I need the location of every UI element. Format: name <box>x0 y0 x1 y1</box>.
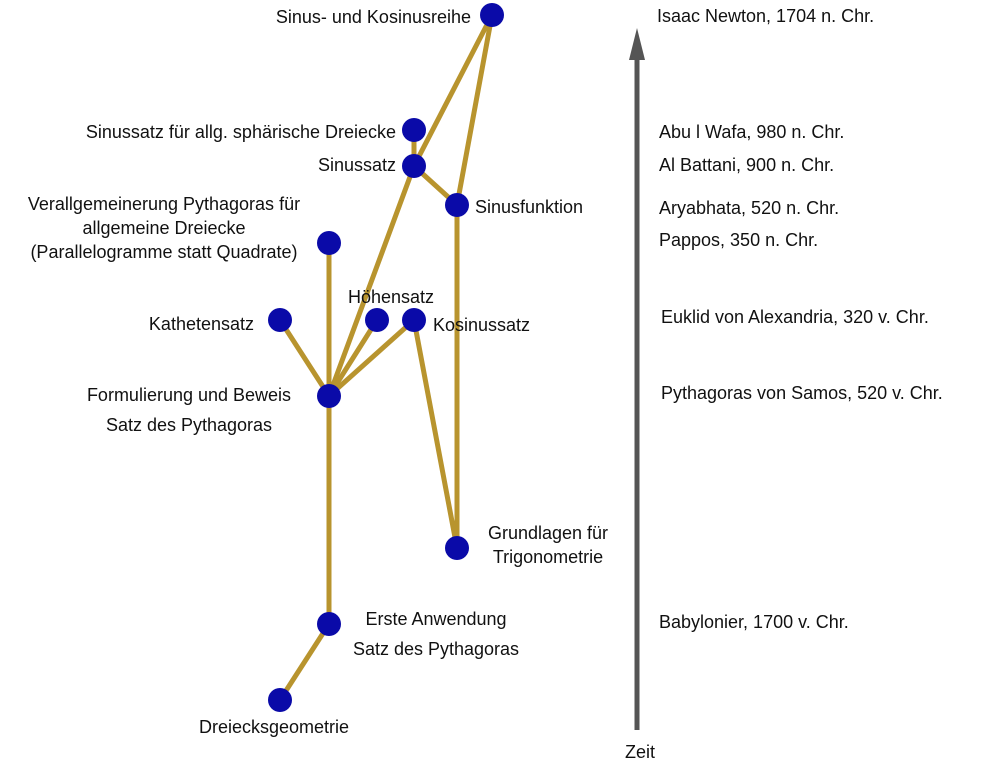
label-erste-anwendung-line2: Satz des Pythagoras <box>353 639 519 659</box>
edge-dreiecksgeometrie-erste-anwendung <box>277 621 332 703</box>
label-formulierung-line2: Satz des Pythagoras <box>106 415 272 435</box>
edge-sinusfunktion-reihe <box>454 12 495 208</box>
timeline-entry-pythagoras: Pythagoras von Samos, 520 v. Chr. <box>661 383 943 403</box>
edges <box>277 12 495 703</box>
edge-sinussatz-reihe <box>411 12 495 169</box>
edge-kosinussatz-grundlagen <box>411 317 460 551</box>
node-verallgemeinerung <box>317 231 341 255</box>
label-grundlagen-line2: Trigonometrie <box>493 547 603 567</box>
nodes <box>268 3 504 712</box>
label-sinussatz: Sinussatz <box>318 155 396 175</box>
label-sinussatz-sph: Sinussatz für allg. sphärische Dreiecke <box>86 122 396 142</box>
label-verallgemeinerung-line2: allgemeine Dreiecke <box>82 218 245 238</box>
label-hoehensatz: Höhensatz <box>348 287 434 307</box>
label-dreiecksgeometrie: Dreiecksgeometrie <box>199 717 349 737</box>
label-grundlagen-line1: Grundlagen für <box>488 523 608 543</box>
timeline-entry-newton: Isaac Newton, 1704 n. Chr. <box>657 6 874 26</box>
node-sinusfunktion <box>445 193 469 217</box>
time-axis-label: Zeit <box>625 742 655 762</box>
edge-formulierung-sinussatz <box>326 163 417 399</box>
node-kathetensatz <box>268 308 292 332</box>
node-kosinussatz <box>402 308 426 332</box>
label-formulierung-line1: Formulierung und Beweis <box>87 385 291 405</box>
node-dreiecksgeometrie <box>268 688 292 712</box>
edge-formulierung-hoehensatz <box>326 317 380 399</box>
label-reihe: Sinus- und Kosinusreihe <box>276 7 471 27</box>
edge-formulierung-kathetensatz <box>277 317 332 399</box>
label-kosinussatz: Kosinussatz <box>433 315 530 335</box>
timeline-entry-babylonier: Babylonier, 1700 v. Chr. <box>659 612 849 632</box>
timeline-entry-euklid: Euklid von Alexandria, 320 v. Chr. <box>661 307 929 327</box>
node-formulierung <box>317 384 341 408</box>
label-erste-anwendung-line1: Erste Anwendung <box>365 609 506 629</box>
time-arrow-head <box>629 28 645 60</box>
node-grundlagen <box>445 536 469 560</box>
timeline-entries: Isaac Newton, 1704 n. Chr. Abu l Wafa, 9… <box>657 6 943 632</box>
label-kathetensatz: Kathetensatz <box>149 314 254 334</box>
time-arrow: Zeit <box>625 28 655 762</box>
label-verallgemeinerung-line3: (Parallelogramme statt Quadrate) <box>30 242 297 262</box>
node-sinussatz-sph <box>402 118 426 142</box>
timeline-entry-pappos: Pappos, 350 n. Chr. <box>659 230 818 250</box>
node-reihe <box>480 3 504 27</box>
label-sinusfunktion: Sinusfunktion <box>475 197 583 217</box>
label-verallgemeinerung-line1: Verallgemeinerung Pythagoras für <box>28 194 300 214</box>
node-hoehensatz <box>365 308 389 332</box>
node-labels: Dreiecksgeometrie Erste Anwendung Satz d… <box>28 7 608 737</box>
timeline-entry-aryabhata: Aryabhata, 520 n. Chr. <box>659 198 839 218</box>
edge-formulierung-kosinussatz <box>326 317 417 399</box>
node-erste-anwendung <box>317 612 341 636</box>
node-sinussatz <box>402 154 426 178</box>
timeline-entry-al-battani: Al Battani, 900 n. Chr. <box>659 155 834 175</box>
timeline-entry-abu-l-wafa: Abu l Wafa, 980 n. Chr. <box>659 122 844 142</box>
